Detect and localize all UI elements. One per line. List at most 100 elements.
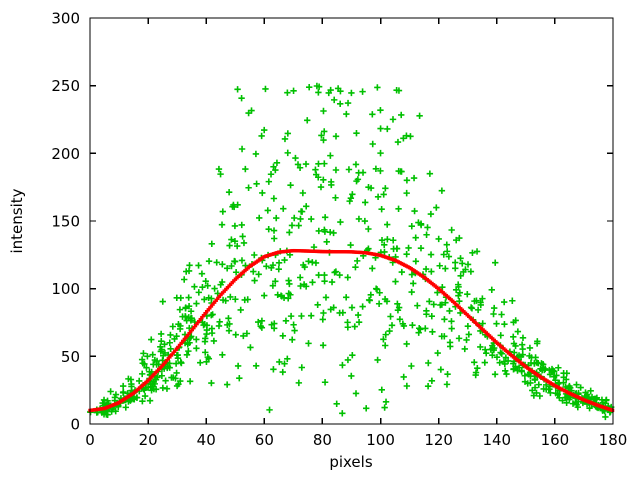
data-point bbox=[381, 241, 388, 249]
data-point bbox=[344, 319, 351, 326]
data-point bbox=[276, 358, 283, 366]
y-axis-ticks: 0 50 100 150 200 250 300 bbox=[51, 10, 613, 434]
data-point bbox=[321, 160, 328, 167]
data-point bbox=[287, 291, 294, 298]
data-point bbox=[252, 150, 260, 158]
data-point bbox=[238, 94, 245, 102]
data-point bbox=[158, 346, 165, 353]
x-axis-ticks: 0 20 40 60 80 100 120 140 160 180 bbox=[85, 18, 627, 449]
data-point bbox=[497, 349, 504, 356]
data-point bbox=[162, 377, 169, 384]
fit-curve-layer bbox=[88, 248, 615, 413]
data-point bbox=[252, 362, 260, 369]
data-point bbox=[232, 296, 239, 303]
data-point bbox=[258, 132, 265, 140]
fit-curve-point bbox=[176, 345, 180, 350]
data-point bbox=[535, 381, 542, 388]
data-point bbox=[234, 201, 241, 208]
data-point bbox=[247, 344, 254, 351]
fit-curve-point bbox=[209, 304, 214, 308]
data-point bbox=[309, 279, 316, 286]
data-point bbox=[296, 164, 304, 171]
data-point bbox=[369, 265, 376, 272]
data-point bbox=[381, 342, 389, 349]
data-point bbox=[257, 322, 264, 330]
data-point bbox=[265, 226, 272, 233]
data-point bbox=[339, 309, 347, 316]
data-point bbox=[372, 165, 380, 173]
data-point bbox=[381, 404, 388, 411]
data-point bbox=[446, 307, 453, 315]
data-point bbox=[500, 358, 508, 365]
data-point bbox=[163, 385, 171, 392]
data-point bbox=[455, 335, 463, 342]
data-point bbox=[443, 381, 451, 388]
data-point bbox=[463, 336, 470, 344]
data-point bbox=[382, 398, 390, 405]
data-point bbox=[467, 304, 475, 311]
data-point bbox=[477, 343, 484, 351]
data-point bbox=[285, 277, 292, 284]
data-point bbox=[510, 365, 518, 373]
fit-curve-point bbox=[174, 347, 178, 352]
data-point bbox=[267, 171, 275, 178]
data-point bbox=[187, 315, 195, 322]
data-point bbox=[135, 377, 143, 385]
data-point bbox=[459, 260, 466, 267]
data-point bbox=[436, 262, 443, 269]
data-point bbox=[493, 320, 500, 327]
data-point bbox=[182, 313, 189, 320]
data-point bbox=[415, 329, 422, 336]
data-point bbox=[541, 365, 549, 373]
data-point bbox=[474, 306, 482, 314]
data-point bbox=[239, 233, 246, 240]
data-point bbox=[395, 205, 402, 213]
data-point bbox=[325, 89, 332, 97]
data-point bbox=[417, 326, 424, 333]
data-point bbox=[185, 294, 192, 301]
data-point bbox=[208, 379, 215, 387]
data-point bbox=[240, 332, 247, 340]
data-point bbox=[183, 351, 191, 358]
data-point bbox=[355, 318, 363, 326]
fit-curve-point bbox=[196, 319, 201, 324]
x-tick-label: 120 bbox=[424, 431, 453, 449]
data-point bbox=[438, 187, 446, 194]
data-point bbox=[530, 392, 538, 399]
fit-curve-point bbox=[198, 317, 202, 322]
data-point bbox=[199, 283, 206, 291]
data-point bbox=[216, 318, 223, 325]
data-point bbox=[332, 166, 340, 174]
fit-curve-point bbox=[179, 341, 183, 346]
data-point bbox=[593, 395, 600, 403]
data-point bbox=[141, 360, 148, 368]
data-point bbox=[375, 300, 383, 307]
fit-curve-point bbox=[163, 360, 167, 365]
data-point bbox=[330, 229, 337, 237]
data-point bbox=[202, 277, 209, 285]
data-point bbox=[411, 207, 418, 215]
data-point bbox=[452, 259, 459, 266]
data-point bbox=[374, 84, 381, 91]
data-point bbox=[173, 351, 181, 359]
data-point bbox=[574, 403, 582, 411]
data-point bbox=[427, 210, 435, 218]
data-point bbox=[280, 205, 287, 212]
data-point bbox=[208, 312, 215, 319]
data-point bbox=[321, 226, 328, 233]
data-point bbox=[423, 231, 430, 238]
data-point bbox=[361, 217, 369, 225]
data-point bbox=[226, 242, 233, 249]
data-point bbox=[438, 301, 446, 308]
data-point bbox=[365, 184, 372, 191]
data-point bbox=[468, 305, 476, 312]
data-point bbox=[349, 191, 356, 198]
data-point bbox=[231, 222, 239, 230]
data-point bbox=[518, 368, 525, 375]
data-point bbox=[400, 135, 407, 142]
data-point bbox=[141, 392, 149, 400]
data-point bbox=[344, 356, 352, 364]
data-point bbox=[305, 258, 312, 265]
data-point bbox=[489, 342, 496, 349]
data-point bbox=[149, 351, 156, 358]
